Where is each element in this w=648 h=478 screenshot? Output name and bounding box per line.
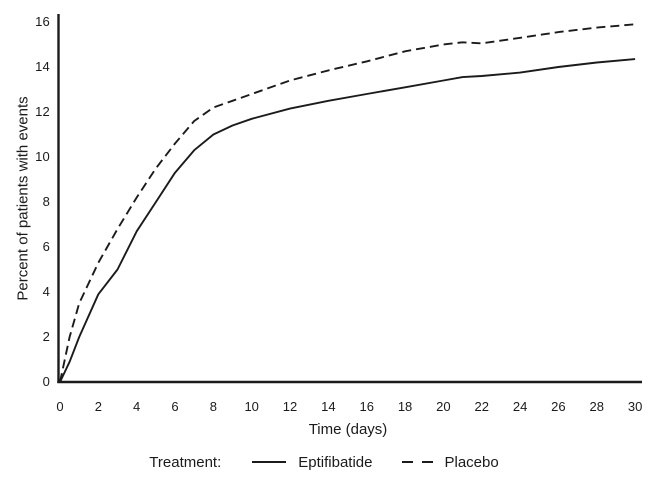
x-tick-label-12: 12 (282, 399, 298, 414)
legend: Treatment: Eptifibatide Placebo (0, 452, 648, 472)
y-tick-label-8: 8 (42, 194, 50, 209)
x-tick-label-10: 10 (244, 399, 259, 414)
legend-item-placebo: Placebo (402, 453, 499, 471)
x-tick-label-2: 2 (94, 399, 102, 414)
y-tick-label-16: 16 (35, 14, 50, 29)
eptifibatide-curve (59, 58, 636, 383)
x-tick-label-0: 0 (56, 399, 64, 414)
legend-label-placebo: Placebo (444, 453, 499, 471)
y-tick-label-0: 0 (42, 374, 50, 389)
x-tick-label-16: 16 (359, 399, 374, 414)
x-tick-label-30: 30 (627, 399, 643, 414)
x-tick-label-14: 14 (321, 399, 336, 414)
x-tick-label-18: 18 (397, 399, 413, 414)
legend-label-eptifibatide: Eptifibatide (298, 453, 373, 471)
x-tick-label-20: 20 (436, 399, 451, 414)
y-tick-label-6: 6 (42, 239, 50, 254)
x-tick-label-8: 8 (209, 399, 217, 414)
placebo-curve (59, 23, 636, 383)
y-tick-label-14: 14 (35, 59, 50, 74)
legend-title: Treatment: (149, 453, 222, 471)
x-tick-label-6: 6 (171, 399, 179, 414)
x-tick-label-22: 22 (474, 399, 489, 414)
x-tick-label-26: 26 (551, 399, 566, 414)
y-tick-label-10: 10 (35, 149, 50, 164)
dashed-line-sample-icon (402, 461, 434, 463)
x-tick-label-24: 24 (512, 399, 528, 414)
solid-line-sample-icon (252, 461, 287, 463)
legend-item-eptifibatide: Eptifibatide (251, 454, 372, 471)
y-tick-label-4: 4 (42, 284, 50, 299)
y-tick-label-12: 12 (35, 104, 50, 119)
x-tick-label-4: 4 (133, 399, 141, 414)
y-tick-label-2: 2 (42, 329, 50, 344)
x-axis-title: Time (days) (308, 421, 388, 438)
x-tick-label-28: 28 (589, 399, 604, 414)
